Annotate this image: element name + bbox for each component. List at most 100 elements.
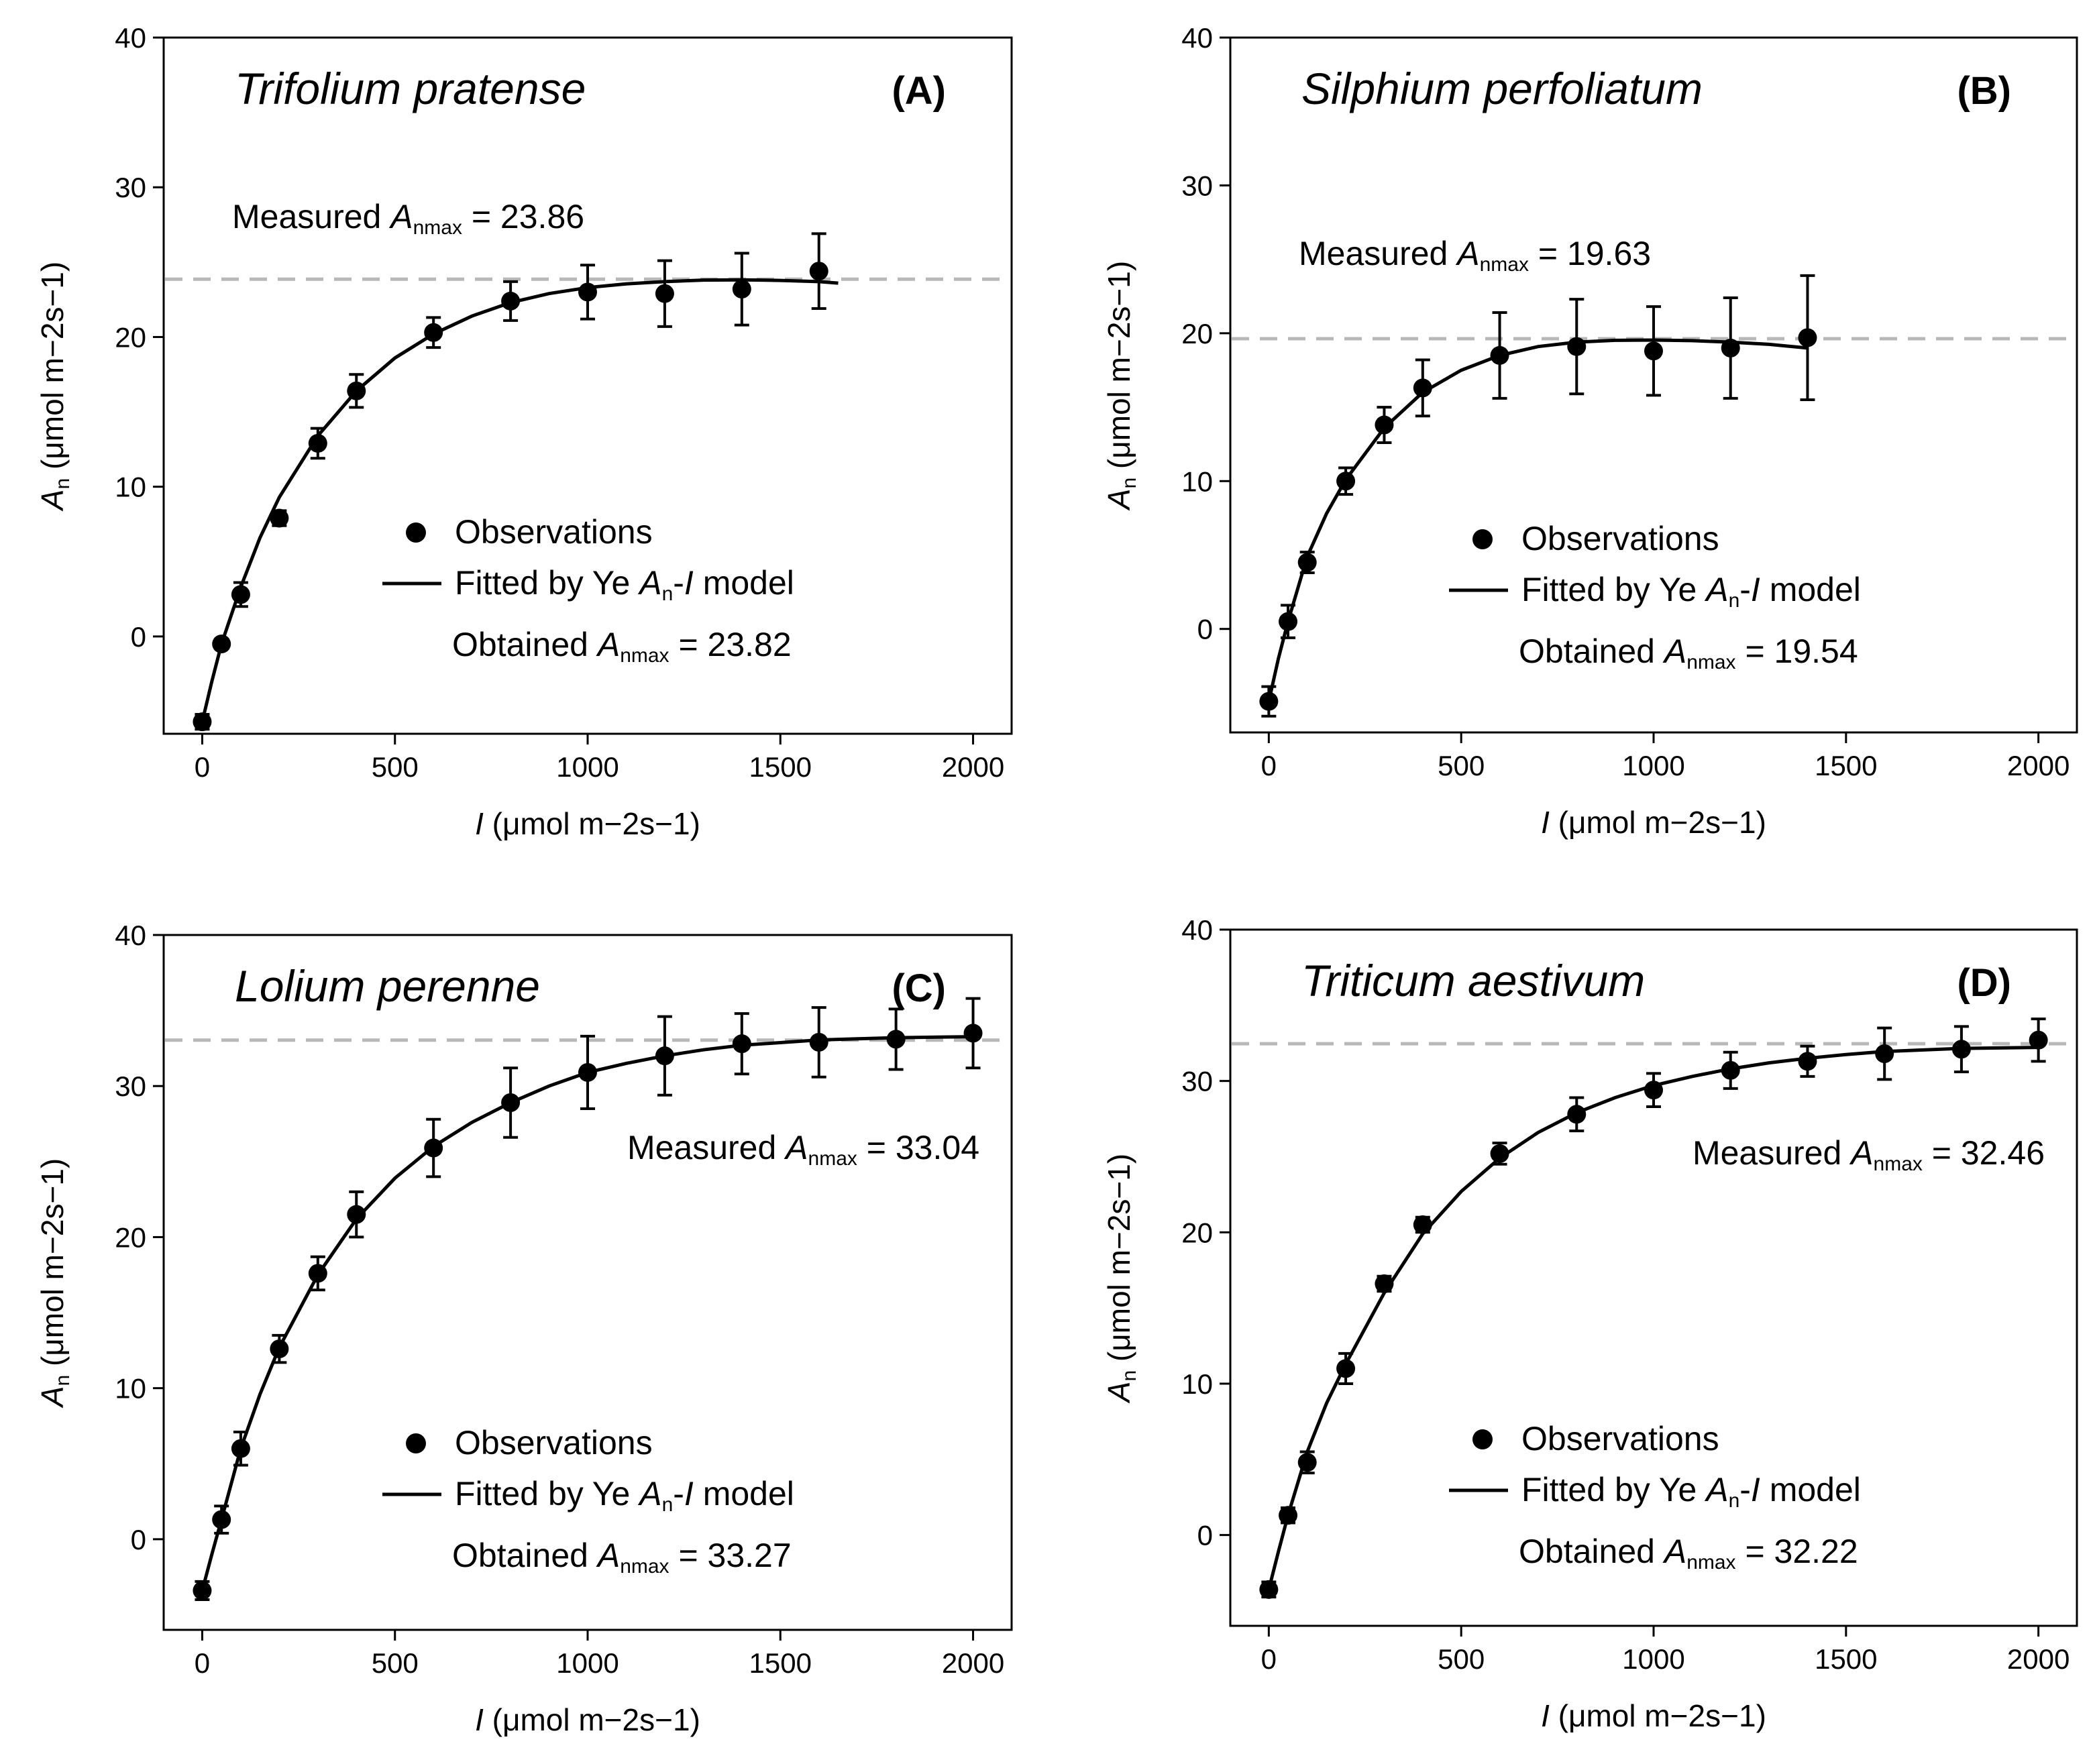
x-axis-unit: (μmol m−2s−1) bbox=[1550, 805, 1766, 840]
data-point bbox=[1644, 1081, 1663, 1100]
measured-anmax-label: Measured Anmax = 32.46 bbox=[1693, 1134, 2045, 1175]
data-point bbox=[809, 262, 828, 281]
species-name: Trifolium pratense bbox=[235, 64, 586, 113]
legend-fit-dash: - bbox=[673, 564, 684, 602]
legend-fit-var: A bbox=[637, 564, 661, 602]
obtained-var: A bbox=[1662, 1533, 1686, 1570]
y-axis-var: A bbox=[35, 1386, 70, 1409]
data-point bbox=[809, 1032, 828, 1052]
x-axis-unit: (μmol m−2s−1) bbox=[484, 1702, 700, 1737]
legend-fit-dash: - bbox=[1739, 1471, 1751, 1508]
obtained-anmax-label: Obtained Anmax = 33.27 bbox=[452, 1537, 792, 1578]
y-tick-label: 10 bbox=[115, 472, 146, 503]
obtained-sub: nmax bbox=[620, 1555, 669, 1578]
legend-fit-var2: I bbox=[684, 564, 694, 602]
y-axis-title: An (μmol m−2s−1) bbox=[35, 1158, 74, 1409]
data-point bbox=[578, 1062, 597, 1082]
obtained-anmax-label: Obtained Anmax = 23.82 bbox=[452, 626, 792, 667]
data-point bbox=[1490, 345, 1509, 365]
y-axis-title: An (μmol m−2s−1) bbox=[1102, 261, 1140, 511]
y-tick-label: 20 bbox=[115, 321, 146, 353]
y-axis-unit: (μmol m−2s−1) bbox=[1102, 261, 1136, 478]
obtained-prefix: Obtained bbox=[452, 626, 598, 663]
data-point bbox=[655, 284, 674, 303]
data-point bbox=[193, 1581, 212, 1600]
data-point bbox=[212, 635, 231, 654]
measured-sub: nmax bbox=[808, 1148, 857, 1170]
panel-c: 0 500 1000 1500 2000 0 10 20 30 40 I (μmol m−2s−1)… bbox=[35, 920, 1013, 1737]
data-point bbox=[1336, 1359, 1356, 1378]
measured-prefix: Measured bbox=[232, 198, 390, 235]
data-point bbox=[1297, 1453, 1317, 1472]
measured-var: A bbox=[784, 1129, 808, 1166]
data-point bbox=[308, 433, 327, 453]
obtained-value: = 23.82 bbox=[669, 626, 792, 663]
obtained-var: A bbox=[596, 626, 620, 663]
data-point bbox=[2029, 1030, 2048, 1050]
y-tick-label: 20 bbox=[1181, 318, 1213, 349]
panel-label: (B) bbox=[1957, 69, 2011, 113]
y-tick-label: 10 bbox=[115, 1373, 146, 1404]
obtained-var: A bbox=[596, 1537, 620, 1574]
legend-fit-var2: I bbox=[1751, 571, 1760, 608]
legend-fit-var: A bbox=[1704, 571, 1728, 608]
legend: Observations Fitted by Ye An-I model Obtai… bbox=[1449, 520, 1861, 673]
legend-fit-label: Fitted by Ye An-I model bbox=[455, 1475, 794, 1516]
y-axis-unit: (μmol m−2s−1) bbox=[1102, 1154, 1136, 1370]
x-axis-title: I (μmol m−2s−1) bbox=[475, 806, 700, 841]
obtained-sub: nmax bbox=[1686, 651, 1735, 673]
panel-d: 0 500 1000 1500 2000 0 10 20 30 40 I (μmol m−2s−1)… bbox=[1102, 914, 2078, 1733]
measured-sub: nmax bbox=[1874, 1153, 1923, 1175]
legend-observations-label: Observations bbox=[1521, 1420, 1719, 1457]
x-tick-label: 1500 bbox=[1815, 1643, 1877, 1675]
legend-observation-marker bbox=[1472, 529, 1493, 549]
x-tick-label: 0 bbox=[1261, 750, 1277, 781]
x-tick-label: 500 bbox=[1438, 750, 1485, 781]
data-point bbox=[1951, 1040, 1971, 1059]
legend-fit-label: Fitted by Ye An-I model bbox=[455, 564, 794, 605]
panel-b: 0 500 1000 1500 2000 0 10 20 30 40 I (μmol m−2s−1)… bbox=[1102, 22, 2078, 840]
measured-value: = 23.86 bbox=[462, 198, 584, 235]
data-point bbox=[732, 280, 751, 299]
y-tick-label: 30 bbox=[115, 1070, 146, 1102]
obtained-sub: nmax bbox=[620, 645, 669, 667]
data-point bbox=[732, 1034, 751, 1054]
y-tick-label: 20 bbox=[1181, 1217, 1213, 1248]
x-axis-title: I (μmol m−2s−1) bbox=[475, 1702, 700, 1737]
data-point bbox=[578, 282, 597, 302]
panel-a: 0 500 1000 1500 2000 0 10 20 30 40 I (μmol m−2s−1)… bbox=[35, 22, 1013, 841]
y-tick-label: 40 bbox=[1181, 914, 1213, 946]
data-point bbox=[1375, 415, 1394, 435]
measured-anmax-label: Measured Anmax = 33.04 bbox=[627, 1129, 979, 1170]
x-tick-label: 2000 bbox=[942, 1647, 1004, 1679]
plot-frame bbox=[1229, 928, 2078, 1627]
legend-fit-dash: - bbox=[673, 1475, 684, 1512]
legend-fit-suffix: model bbox=[1760, 571, 1861, 608]
legend-fit-var2: I bbox=[684, 1475, 694, 1512]
y-axis-title: An (μmol m−2s−1) bbox=[35, 262, 74, 512]
legend-observation-marker bbox=[406, 1433, 426, 1453]
x-tick-label: 1000 bbox=[1622, 1643, 1684, 1675]
data-point bbox=[1279, 612, 1298, 631]
x-tick-label: 1000 bbox=[556, 751, 619, 783]
data-point bbox=[1336, 472, 1356, 491]
data-point bbox=[1644, 341, 1663, 361]
y-tick-label: 0 bbox=[131, 621, 146, 653]
measured-value: = 32.46 bbox=[1923, 1134, 2045, 1172]
measured-value: = 19.63 bbox=[1529, 235, 1651, 272]
x-axis-title: I (μmol m−2s−1) bbox=[1541, 1698, 1766, 1733]
data-point bbox=[1279, 1506, 1298, 1525]
panel-label: (A) bbox=[892, 69, 946, 113]
data-point bbox=[193, 712, 212, 732]
legend-observations-label: Observations bbox=[455, 513, 653, 551]
y-tick-label: 10 bbox=[1181, 465, 1213, 497]
y-tick-label: 40 bbox=[115, 920, 146, 951]
y-tick-label: 0 bbox=[1197, 614, 1213, 645]
legend-fit-prefix: Fitted by Ye bbox=[455, 564, 639, 602]
y-axis-var: A bbox=[1102, 1382, 1136, 1404]
legend-fit-suffix: model bbox=[694, 564, 794, 602]
data-point bbox=[963, 1024, 983, 1043]
data-point bbox=[1721, 338, 1740, 357]
y-axis-sub: n bbox=[52, 1375, 74, 1386]
measured-var: A bbox=[388, 198, 413, 235]
